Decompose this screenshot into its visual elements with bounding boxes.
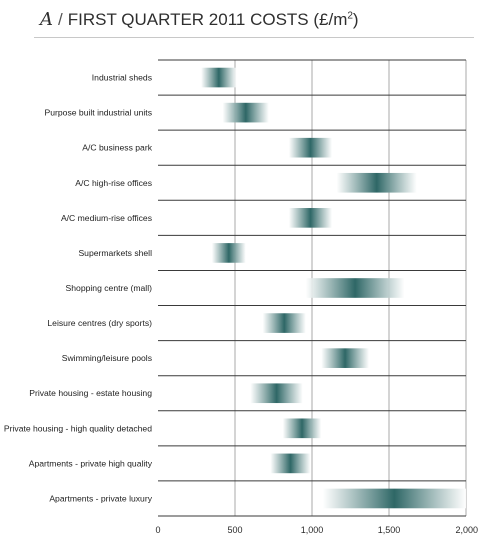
category-label: Private housing - high quality detached	[4, 423, 152, 433]
chart-title: A / FIRST QUARTER 2011 COSTS (£/m2)	[40, 9, 359, 30]
category-label: Supermarkets shell	[78, 248, 152, 258]
range-bar	[305, 278, 405, 298]
range-bar	[321, 348, 369, 368]
x-tick-label: 1,000	[301, 525, 324, 535]
title-text-end: )	[352, 10, 359, 29]
title-superscript: 2	[347, 10, 353, 22]
range-bar	[262, 313, 306, 333]
title-slash: /	[58, 10, 63, 29]
category-labels: Industrial sheds Purpose built industrial…	[4, 73, 153, 504]
range-bar	[282, 418, 322, 439]
range-bar	[211, 243, 246, 263]
range-bar	[250, 383, 303, 404]
x-tick-label: 0	[155, 525, 160, 535]
x-tick-label: 500	[227, 525, 242, 535]
row-rules	[158, 59, 466, 517]
range-bar	[336, 172, 417, 193]
category-label: Apartments - private luxury	[49, 493, 152, 503]
category-label: Purpose built industrial units	[45, 108, 152, 118]
range-bar	[222, 102, 269, 123]
range-bar	[288, 208, 333, 228]
category-label: Apartments - private high quality	[29, 458, 153, 468]
category-label: A/C medium-rise offices	[61, 213, 152, 223]
title-text: FIRST QUARTER 2011 COSTS (£/m	[67, 10, 348, 29]
category-label: A/C high-rise offices	[75, 178, 152, 188]
title-rule	[34, 37, 474, 38]
x-axis-ticks: 0 500 1,000 1,500 2,000	[155, 525, 478, 535]
title-letter: A	[40, 9, 53, 30]
range-bar	[201, 67, 237, 88]
range-bars	[201, 67, 466, 509]
category-label: Private housing - estate housing	[29, 388, 152, 398]
category-label: A/C business park	[82, 143, 152, 153]
category-label: Swimming/leisure pools	[62, 353, 152, 363]
category-label: Shopping centre (mall)	[66, 283, 153, 293]
category-label: Industrial sheds	[92, 73, 152, 83]
x-tick-label: 2,000	[455, 525, 478, 535]
x-tick-label: 1,500	[378, 525, 401, 535]
range-bar	[288, 137, 333, 158]
range-bar	[322, 488, 466, 509]
category-label: Leisure centres (dry sports)	[47, 318, 152, 328]
range-bar	[270, 453, 311, 474]
